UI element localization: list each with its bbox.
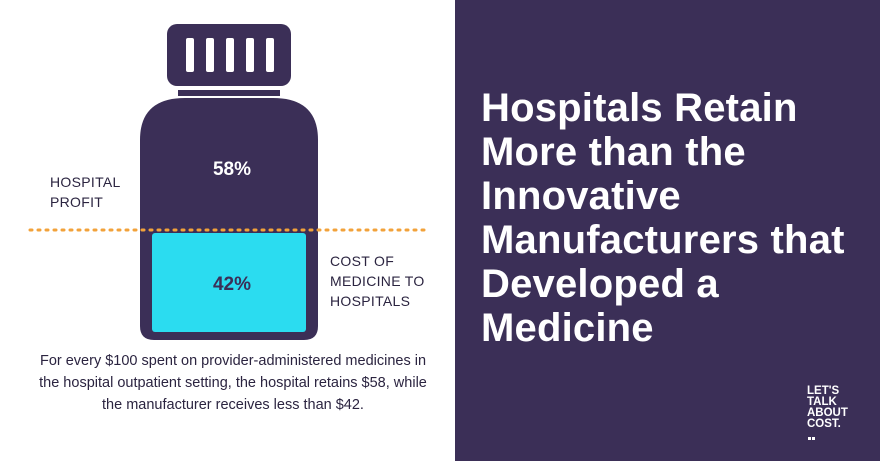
cap-ridges bbox=[186, 38, 274, 72]
value-label-hospital-profit: 58% bbox=[213, 159, 251, 180]
headline: Hospitals Retain More than the Innovativ… bbox=[481, 86, 845, 350]
bottle-neck bbox=[178, 90, 280, 96]
lets-talk-about-cost-logo: LET'S TALK ABOUT COST. bbox=[807, 385, 867, 443]
bar-cost-of-medicine bbox=[152, 233, 306, 332]
label-hospital-profit: HOSPITAL PROFIT bbox=[50, 174, 121, 210]
logo-line: COST. bbox=[807, 418, 841, 430]
headline-panel: Hospitals Retain More than the Innovativ… bbox=[455, 0, 880, 461]
label-cost-of-medicine: COST OF MEDICINE TO HOSPITALS bbox=[330, 253, 425, 309]
logo-line: LET'S bbox=[807, 385, 840, 397]
logo-line: ABOUT bbox=[807, 407, 848, 419]
bottle-chart: 58% 42% bbox=[28, 24, 432, 340]
value-label-cost-of-medicine: 42% bbox=[213, 274, 251, 295]
infographic-left-panel: 58% 42% HOSPITAL PROFIT COST OF MEDICINE… bbox=[28, 24, 432, 413]
logo-line: TALK bbox=[807, 396, 837, 408]
speech-mark-icon bbox=[807, 432, 867, 443]
caption-text: For every $100 spent on provider-adminis… bbox=[39, 353, 427, 413]
